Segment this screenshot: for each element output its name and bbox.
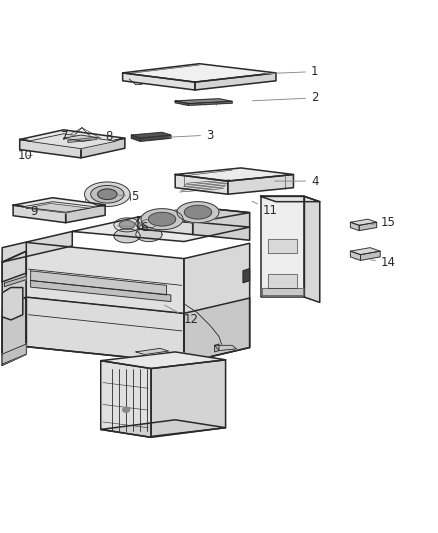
Polygon shape — [188, 101, 232, 106]
Polygon shape — [175, 168, 293, 181]
Polygon shape — [2, 287, 23, 320]
Polygon shape — [184, 243, 250, 363]
Text: 14: 14 — [371, 256, 396, 269]
Text: 3: 3 — [169, 128, 213, 142]
Polygon shape — [243, 269, 250, 282]
Polygon shape — [151, 360, 226, 437]
Polygon shape — [262, 288, 303, 295]
Polygon shape — [148, 212, 176, 226]
Polygon shape — [64, 135, 101, 141]
Polygon shape — [261, 197, 304, 297]
Polygon shape — [138, 207, 250, 223]
Polygon shape — [184, 298, 250, 363]
Polygon shape — [215, 345, 237, 351]
Polygon shape — [215, 344, 219, 352]
Polygon shape — [91, 185, 124, 203]
Polygon shape — [350, 219, 377, 225]
Text: 8: 8 — [90, 131, 113, 143]
Polygon shape — [98, 189, 117, 199]
Polygon shape — [175, 174, 228, 194]
Polygon shape — [131, 135, 140, 141]
Polygon shape — [26, 204, 90, 213]
Polygon shape — [268, 239, 297, 253]
Polygon shape — [101, 361, 151, 437]
Polygon shape — [31, 280, 171, 302]
Text: 4: 4 — [274, 175, 318, 188]
Polygon shape — [175, 99, 232, 103]
Polygon shape — [101, 352, 226, 368]
Text: 2: 2 — [252, 91, 318, 104]
Polygon shape — [13, 205, 66, 223]
Polygon shape — [13, 198, 105, 212]
Text: 12: 12 — [165, 305, 199, 326]
Polygon shape — [268, 274, 297, 288]
Text: 10: 10 — [18, 149, 32, 161]
Polygon shape — [350, 222, 359, 231]
Polygon shape — [20, 130, 125, 148]
Polygon shape — [2, 251, 26, 282]
Polygon shape — [85, 182, 130, 206]
Polygon shape — [101, 420, 226, 437]
Polygon shape — [193, 207, 250, 240]
Text: 11: 11 — [252, 201, 278, 217]
Polygon shape — [26, 243, 184, 363]
Polygon shape — [350, 251, 360, 260]
Text: 1: 1 — [265, 65, 318, 78]
Polygon shape — [119, 221, 135, 229]
Polygon shape — [177, 201, 219, 223]
Polygon shape — [140, 135, 171, 141]
Polygon shape — [131, 133, 171, 138]
Text: 5: 5 — [108, 190, 139, 203]
Polygon shape — [195, 73, 276, 90]
Polygon shape — [228, 174, 293, 194]
Polygon shape — [66, 205, 105, 223]
Polygon shape — [304, 197, 320, 302]
Text: 6: 6 — [117, 221, 148, 233]
Polygon shape — [123, 407, 130, 413]
Polygon shape — [2, 231, 72, 262]
Polygon shape — [2, 297, 26, 358]
Polygon shape — [184, 205, 212, 219]
Polygon shape — [138, 217, 193, 235]
Polygon shape — [141, 209, 183, 230]
Text: 9: 9 — [31, 205, 44, 218]
Polygon shape — [31, 271, 166, 295]
Polygon shape — [350, 248, 380, 255]
Polygon shape — [4, 276, 26, 287]
Polygon shape — [20, 140, 81, 158]
Polygon shape — [175, 101, 188, 106]
Polygon shape — [28, 134, 116, 149]
Polygon shape — [123, 73, 195, 90]
Polygon shape — [114, 218, 140, 232]
Polygon shape — [114, 229, 140, 243]
Polygon shape — [2, 344, 26, 364]
Polygon shape — [136, 349, 169, 354]
Polygon shape — [81, 138, 125, 158]
Polygon shape — [72, 217, 250, 241]
Polygon shape — [2, 251, 26, 365]
Polygon shape — [26, 297, 184, 363]
Polygon shape — [68, 138, 96, 142]
Polygon shape — [136, 228, 162, 241]
Polygon shape — [141, 220, 157, 228]
Polygon shape — [123, 64, 276, 82]
Polygon shape — [359, 222, 377, 231]
Text: 7: 7 — [61, 131, 69, 143]
Polygon shape — [2, 297, 26, 365]
Text: 15: 15 — [371, 216, 396, 229]
Polygon shape — [136, 216, 162, 231]
Polygon shape — [360, 251, 380, 260]
Polygon shape — [261, 197, 320, 201]
Polygon shape — [22, 201, 96, 212]
